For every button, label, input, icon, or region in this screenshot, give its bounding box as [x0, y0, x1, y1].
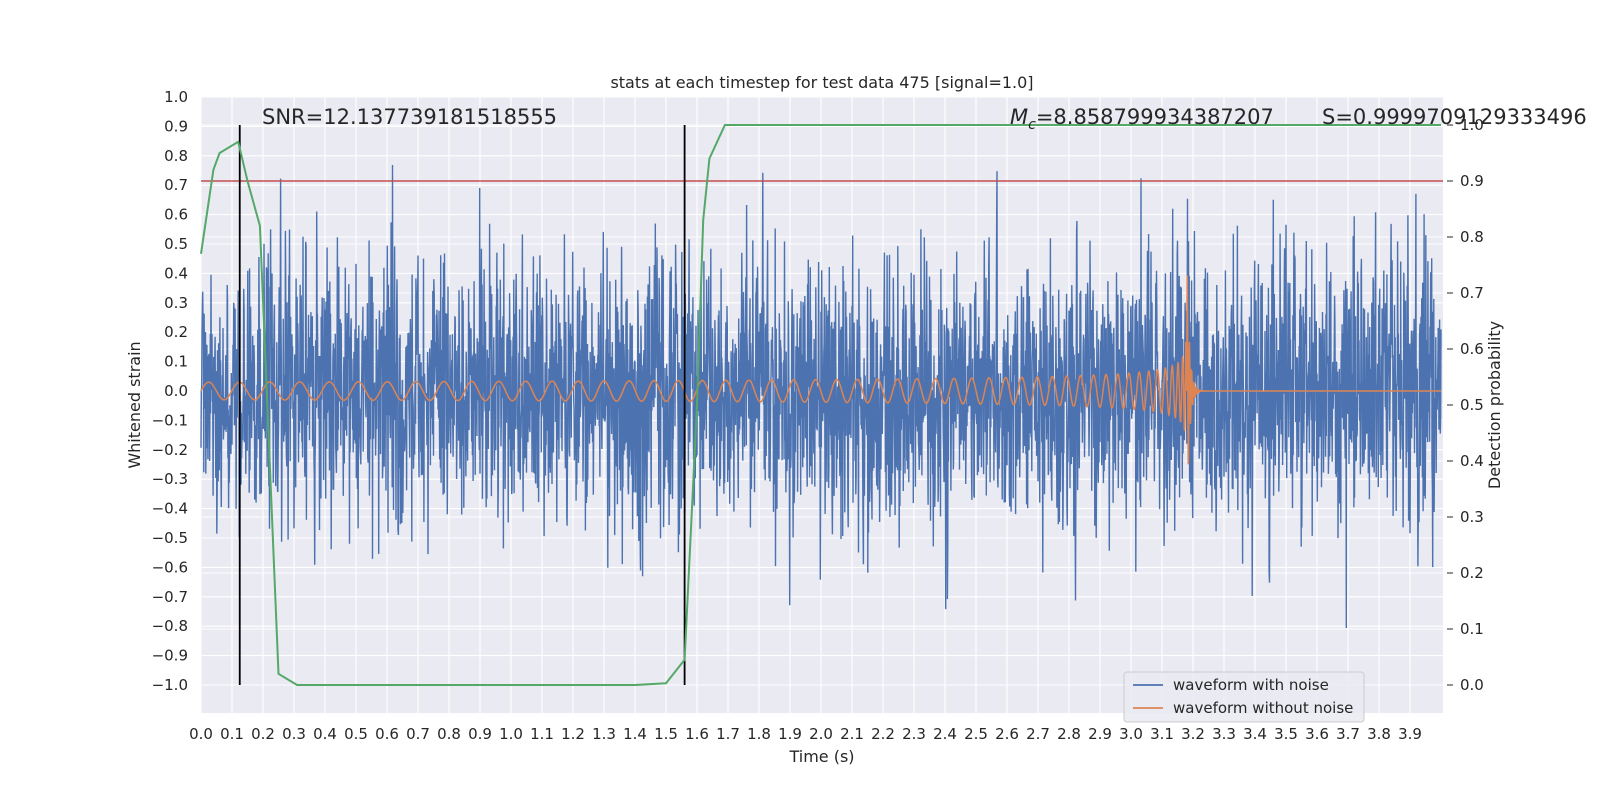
- y2-tick-label: 1.0: [1460, 116, 1484, 134]
- x-tick-label: 1.5: [654, 725, 678, 743]
- chirp-mass-annotation: Mc=8.858799934387207: [1010, 105, 1274, 133]
- x-tick-label: 0.7: [406, 725, 430, 743]
- y-tick-label: −0.4: [152, 500, 188, 518]
- y-tick-label: 0.0: [164, 382, 188, 400]
- y2-tick-label: 0.0: [1460, 676, 1484, 694]
- x-tick-label: 3.8: [1367, 725, 1391, 743]
- y2-tick-label: 0.6: [1460, 340, 1484, 358]
- y-tick-label: 0.5: [164, 235, 188, 253]
- x-tick-label: 3.1: [1150, 725, 1174, 743]
- x-tick-label: 0.2: [251, 725, 275, 743]
- y2-tick-label: 0.7: [1460, 284, 1484, 302]
- x-tick-label: 2.4: [933, 725, 957, 743]
- y2-tick-label: 0.2: [1460, 564, 1484, 582]
- x-tick-label: 1.8: [747, 725, 771, 743]
- y2-tick-label: 0.4: [1460, 452, 1484, 470]
- x-tick-label: 1.7: [716, 725, 740, 743]
- y-tick-label: −0.5: [152, 529, 188, 547]
- x-tick-label: 2.1: [840, 725, 864, 743]
- x-tick-label: 1.9: [778, 725, 802, 743]
- y2-tick-label: 0.9: [1460, 172, 1484, 190]
- x-tick-label: 2.6: [995, 725, 1019, 743]
- y-tick-label: −0.7: [152, 588, 188, 606]
- y-tick-label: 0.2: [164, 323, 188, 341]
- chirp-mass-subscript: c: [1028, 117, 1036, 133]
- legend: waveform with noise waveform without noi…: [1123, 671, 1365, 723]
- x-tick-label: 1.1: [530, 725, 554, 743]
- x-tick-label: 0.4: [313, 725, 337, 743]
- x-tick-label: 3.3: [1212, 725, 1236, 743]
- x-tick-label: 2.9: [1088, 725, 1112, 743]
- x-tick-label: 1.3: [592, 725, 616, 743]
- ticks: 0.0 0.1 0.2 0.3 0.4 0.5 0.6 0.7 0.8 0.9 1.0 1.1 1.2 1…: [152, 88, 1484, 743]
- y-tick-label: −0.8: [152, 617, 188, 635]
- y-axis-label: Whitened strain: [125, 341, 144, 468]
- y2-tick-label: 0.8: [1460, 228, 1484, 246]
- x-tick-label: 1.6: [685, 725, 709, 743]
- y-tick-label: −0.3: [152, 470, 188, 488]
- chirp-mass-value: =8.858799934387207: [1036, 105, 1274, 129]
- x-tick-label: 0.9: [468, 725, 492, 743]
- y-tick-label: 0.7: [164, 176, 188, 194]
- x-tick-label: 3.2: [1181, 725, 1205, 743]
- chart-title: stats at each timestep for test data 475…: [610, 73, 1033, 92]
- s-annotation: S=0.9999709129333496: [1322, 105, 1587, 129]
- waveform-with-noise-line: [200, 164, 1442, 629]
- y2-tick-label: 0.3: [1460, 508, 1484, 526]
- y-tick-label: 0.9: [164, 117, 188, 135]
- waveform-without-noise-line: [200, 275, 1441, 465]
- y-tick-label: 0.6: [164, 206, 188, 224]
- x-tick-label: 2.7: [1026, 725, 1050, 743]
- x-tick-label: 2.0: [809, 725, 833, 743]
- y2-tick-label: 0.1: [1460, 620, 1484, 638]
- y-tick-label: −0.2: [152, 441, 188, 459]
- detection-probability-line: [200, 124, 1441, 686]
- y2-tick-label: 0.5: [1460, 396, 1484, 414]
- x-tick-label: 3.6: [1305, 725, 1329, 743]
- x-tick-label: 2.3: [902, 725, 926, 743]
- series-layer: [200, 164, 1442, 629]
- legend-label-chirp: waveform without noise: [1173, 699, 1353, 717]
- x-tick-label: 2.8: [1057, 725, 1081, 743]
- x-tick-label: 0.6: [375, 725, 399, 743]
- x-tick-label: 0.0: [189, 725, 213, 743]
- x-tick-label: 3.9: [1398, 725, 1422, 743]
- y-tick-label: 1.0: [164, 88, 188, 106]
- x-tick-label: 3.0: [1119, 725, 1143, 743]
- x-tick-label: 1.0: [499, 725, 523, 743]
- x-tick-label: 3.4: [1243, 725, 1267, 743]
- y-tick-label: −0.1: [152, 411, 188, 429]
- x-tick-label: 0.3: [282, 725, 306, 743]
- y-tick-label: −1.0: [152, 676, 188, 694]
- y-tick-label: −0.6: [152, 558, 188, 576]
- y-tick-label: 0.4: [164, 264, 188, 282]
- snr-annotation: SNR=12.137739181518555: [262, 105, 557, 129]
- y-tick-label: 0.3: [164, 294, 188, 312]
- legend-box: [1123, 671, 1365, 723]
- x-tick-label: 1.4: [623, 725, 647, 743]
- x-tick-label: 3.5: [1274, 725, 1298, 743]
- x-tick-label: 2.2: [871, 725, 895, 743]
- x-tick-label: 0.1: [220, 725, 244, 743]
- overlay-layer: [200, 124, 1443, 686]
- x-tick-label: 2.5: [964, 725, 988, 743]
- x-tick-label: 1.2: [561, 725, 585, 743]
- y-tick-label: 0.1: [164, 353, 188, 371]
- y-tick-label: 0.8: [164, 147, 188, 165]
- chirp-mass-symbol: M: [1010, 105, 1028, 129]
- y2-axis-label: Detection probability: [1485, 321, 1504, 489]
- y-tick-label: −0.9: [152, 647, 188, 665]
- legend-label-noise: waveform with noise: [1173, 676, 1329, 694]
- x-tick-label: 0.8: [437, 725, 461, 743]
- x-tick-label: 3.7: [1336, 725, 1360, 743]
- x-tick-label: 0.5: [344, 725, 368, 743]
- x-axis-label: Time (s): [788, 747, 854, 766]
